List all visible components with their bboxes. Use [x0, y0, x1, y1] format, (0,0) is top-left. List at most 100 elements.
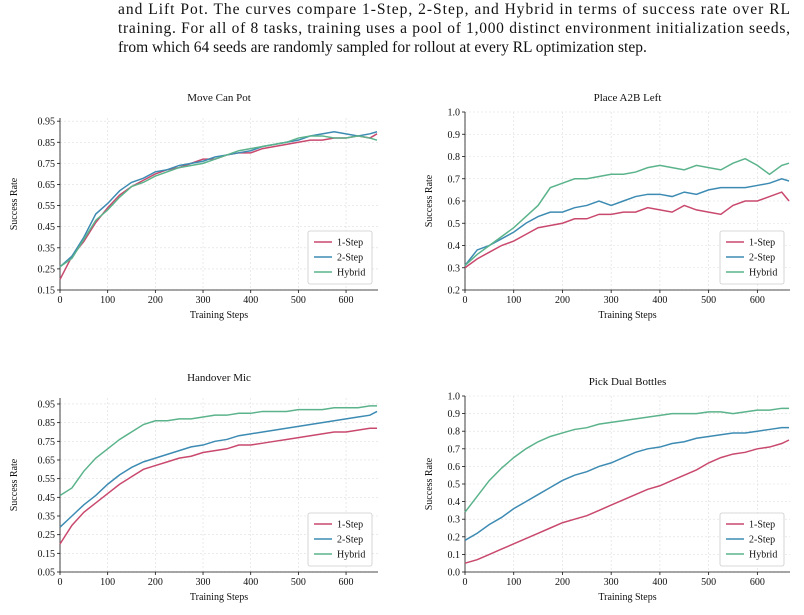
- y-tick-label: 0.8: [448, 427, 461, 438]
- y-tick-label: 0.0: [448, 568, 461, 579]
- y-axis-label: Success Rate: [424, 457, 435, 510]
- y-tick-label: 0.25: [38, 530, 56, 541]
- legend-label: Hybrid: [337, 268, 365, 279]
- x-tick-label: 0: [58, 577, 63, 588]
- y-tick-label: 0.65: [38, 180, 56, 191]
- y-tick-label: 0.85: [38, 138, 56, 149]
- y-tick-label: 0.15: [38, 286, 56, 297]
- y-axis-label: Success Rate: [9, 458, 20, 511]
- y-tick-label: 0.55: [38, 474, 56, 485]
- y-tick-label: 0.7: [448, 174, 461, 185]
- chart-title: Place A2B Left: [594, 92, 662, 104]
- x-tick-label: 600: [339, 577, 354, 588]
- x-tick-label: 400: [652, 295, 667, 306]
- series-line: [464, 191, 790, 269]
- caption-line: from which 64 seeds are randomly sampled…: [118, 39, 647, 56]
- x-tick-label: 300: [604, 295, 619, 306]
- legend-label: 1-Step: [749, 520, 775, 531]
- x-tick-label: 300: [604, 577, 619, 588]
- legend-label: Hybrid: [749, 268, 777, 279]
- x-tick-label: 200: [555, 295, 570, 306]
- y-tick-label: 1.0: [448, 392, 461, 403]
- y-tick-label: 0.75: [38, 437, 56, 448]
- y-tick-label: 0.5: [448, 480, 461, 491]
- x-axis-label: Training Steps: [190, 310, 248, 321]
- y-tick-label: 0.95: [38, 117, 56, 128]
- y-tick-label: 0.45: [38, 222, 56, 233]
- series-line: [464, 177, 790, 266]
- chart-title: Handover Mic: [187, 372, 251, 384]
- x-tick-label: 200: [555, 577, 570, 588]
- x-tick-label: 400: [652, 577, 667, 588]
- x-tick-label: 200: [148, 577, 163, 588]
- x-tick-label: 600: [750, 577, 765, 588]
- legend-box: [719, 512, 785, 567]
- series-line: [59, 135, 378, 268]
- legend-label: 1-Step: [749, 238, 775, 249]
- x-tick-label: 0: [463, 295, 468, 306]
- x-tick-label: 400: [243, 295, 258, 306]
- x-tick-label: 300: [196, 295, 211, 306]
- x-axis-label: Training Steps: [598, 310, 656, 321]
- series-line: [59, 130, 378, 268]
- x-tick-label: 500: [701, 295, 716, 306]
- legend-label: 2-Step: [749, 535, 775, 546]
- legend-label: 1-Step: [337, 520, 363, 531]
- y-tick-label: 0.45: [38, 493, 56, 504]
- y-tick-label: 0.7: [448, 444, 461, 455]
- y-tick-label: 0.95: [38, 399, 56, 410]
- x-tick-label: 500: [701, 577, 716, 588]
- legend-label: 1-Step: [337, 238, 363, 249]
- y-axis-label: Success Rate: [424, 174, 435, 227]
- y-tick-label: 0.35: [38, 243, 56, 254]
- legend-label: Hybrid: [749, 550, 777, 561]
- y-tick-label: 0.05: [38, 568, 56, 579]
- legend-label: 2-Step: [749, 253, 775, 264]
- chart-title: Pick Dual Bottles: [589, 376, 667, 388]
- y-tick-label: 0.3: [448, 263, 461, 274]
- x-tick-label: 0: [463, 577, 468, 588]
- y-tick-label: 0.4: [448, 497, 461, 508]
- x-tick-label: 200: [148, 295, 163, 306]
- x-tick-label: 500: [291, 295, 306, 306]
- x-tick-label: 300: [196, 577, 211, 588]
- legend-box: [719, 230, 785, 285]
- y-tick-label: 0.1: [448, 550, 461, 561]
- legend-box: [307, 512, 373, 567]
- y-tick-label: 1.0: [448, 108, 461, 119]
- y-tick-label: 0.75: [38, 159, 56, 170]
- series-line: [464, 157, 790, 267]
- y-tick-label: 0.55: [38, 201, 56, 212]
- y-tick-label: 0.8: [448, 152, 461, 163]
- x-tick-label: 100: [100, 577, 115, 588]
- x-tick-label: 400: [243, 577, 258, 588]
- legend-label: 2-Step: [337, 535, 363, 546]
- series-line: [59, 405, 378, 497]
- y-tick-label: 0.85: [38, 418, 56, 429]
- y-tick-label: 0.15: [38, 549, 56, 560]
- chart-title: Move Can Pot: [187, 92, 251, 104]
- x-axis-label: Training Steps: [190, 592, 248, 603]
- y-tick-label: 0.4: [448, 241, 461, 252]
- y-tick-label: 0.9: [448, 130, 461, 141]
- y-tick-label: 0.25: [38, 264, 56, 275]
- x-tick-label: 100: [506, 295, 521, 306]
- x-tick-label: 600: [339, 295, 354, 306]
- x-tick-label: 500: [291, 577, 306, 588]
- x-tick-label: 0: [58, 295, 63, 306]
- x-tick-label: 100: [506, 577, 521, 588]
- y-axis-label: Success Rate: [9, 177, 20, 230]
- legend-label: 2-Step: [337, 253, 363, 264]
- caption-line: and Lift Pot. The curves compare 1-Step,…: [118, 1, 790, 18]
- series-line: [59, 427, 378, 545]
- legend-box: [307, 230, 373, 285]
- x-axis-label: Training Steps: [598, 592, 656, 603]
- y-tick-label: 0.65: [38, 455, 56, 466]
- caption-line: training. For all of 8 tasks, training u…: [118, 20, 790, 37]
- y-tick-label: 0.2: [448, 532, 461, 543]
- series-line: [59, 410, 378, 528]
- legend-label: Hybrid: [337, 550, 365, 561]
- y-tick-label: 0.9: [448, 409, 461, 420]
- y-tick-label: 0.6: [448, 197, 461, 208]
